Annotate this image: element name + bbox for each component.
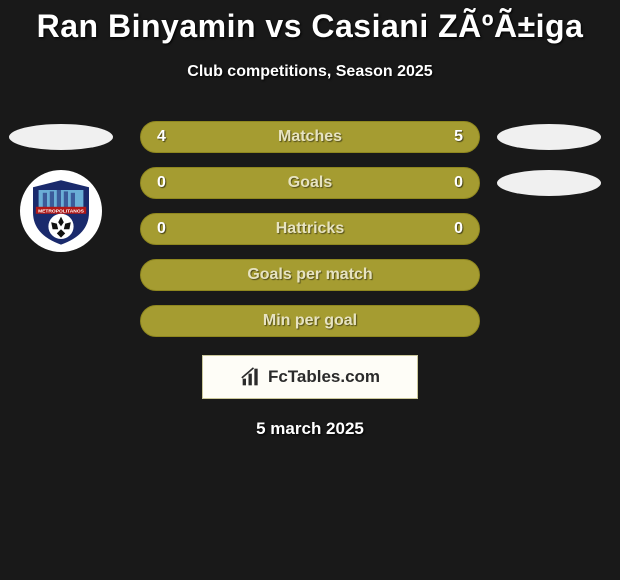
stat-row-hattricks: 0 Hattricks 0	[140, 213, 480, 245]
left-badges-column: METROPOLITANOS	[8, 124, 114, 252]
club-crest-left: METROPOLITANOS	[20, 170, 102, 252]
stat-right-value: 0	[454, 220, 463, 238]
stat-row-goals: 0 Goals 0	[140, 167, 480, 199]
stat-row-goals-per-match: Goals per match	[140, 259, 480, 291]
stat-left-value: 0	[157, 174, 166, 192]
stat-row-min-per-goal: Min per goal	[140, 305, 480, 337]
stat-label: Goals	[141, 174, 479, 192]
stat-label: Hattricks	[141, 220, 479, 238]
page-subtitle: Club competitions, Season 2025	[0, 63, 620, 81]
page-title: Ran Binyamin vs Casiani ZÃºÃ±iga	[0, 0, 620, 45]
club-right-placeholder	[497, 170, 601, 196]
stat-left-value: 4	[157, 128, 166, 146]
right-badges-column	[496, 124, 602, 196]
brand-text: FcTables.com	[268, 367, 380, 387]
player-right-placeholder	[497, 124, 601, 150]
stat-row-matches: 4 Matches 5	[140, 121, 480, 153]
shield-icon: METROPOLITANOS	[26, 176, 96, 246]
bar-chart-icon	[240, 367, 262, 387]
stat-label: Goals per match	[141, 266, 479, 284]
stat-right-value: 0	[454, 174, 463, 192]
stat-label: Min per goal	[141, 312, 479, 330]
stat-label: Matches	[141, 128, 479, 146]
stat-right-value: 5	[454, 128, 463, 146]
brand-badge: FcTables.com	[202, 355, 418, 399]
stat-left-value: 0	[157, 220, 166, 238]
svg-text:METROPOLITANOS: METROPOLITANOS	[38, 208, 85, 214]
footer-date: 5 march 2025	[0, 419, 620, 439]
player-left-placeholder	[9, 124, 113, 150]
